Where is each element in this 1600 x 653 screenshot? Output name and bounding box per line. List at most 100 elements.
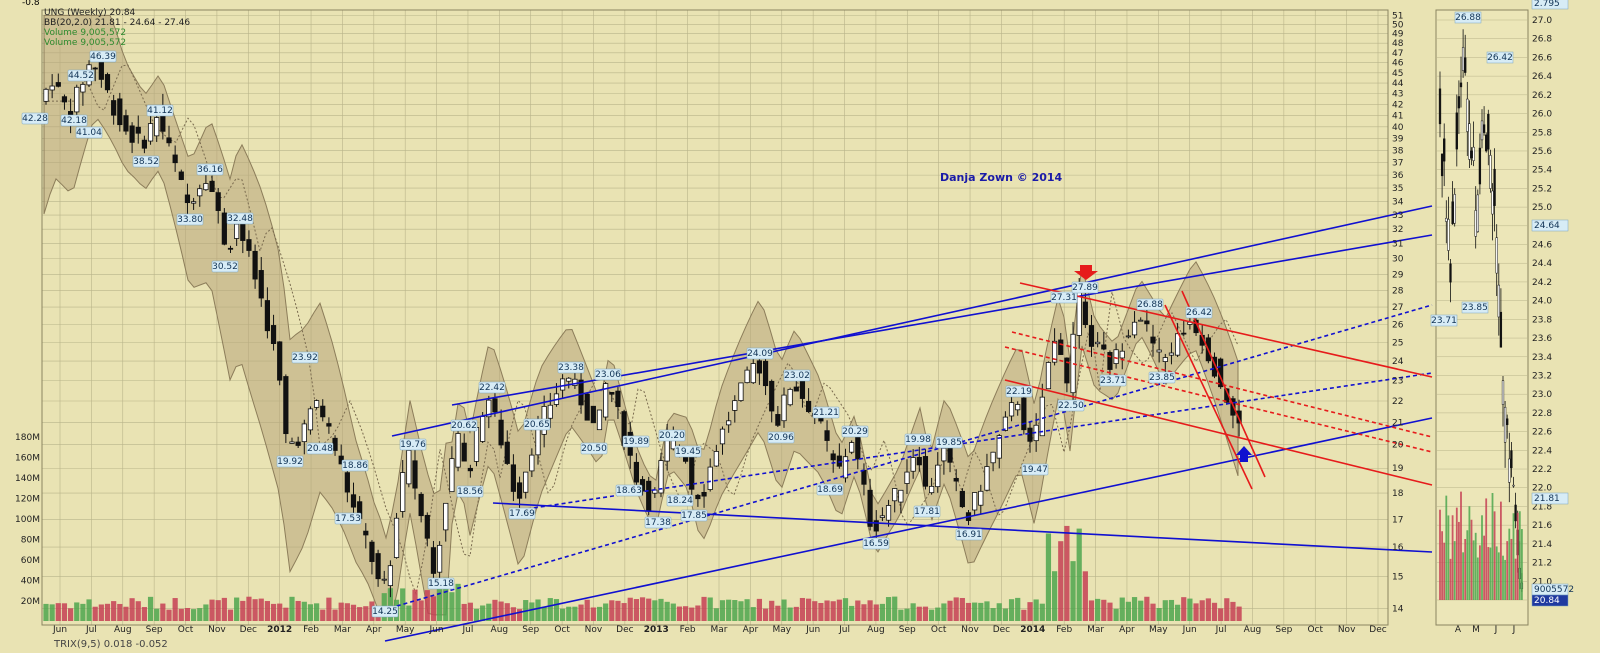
volume-bar: [959, 597, 965, 621]
candle-body: [1113, 349, 1119, 364]
price-label: 22.42: [479, 383, 505, 393]
candle-body: [929, 485, 935, 494]
volume-bar: [86, 599, 92, 621]
y-axis-tick: 21: [1392, 418, 1403, 428]
daily-volume-bar: [1449, 558, 1452, 600]
volume-bar: [147, 596, 154, 621]
volume-bar: [363, 606, 369, 621]
candle-body: [1211, 356, 1218, 377]
daily-volume-bar: [1487, 547, 1490, 600]
x-axis-label: Feb: [680, 625, 696, 635]
price-label: 19.85: [936, 438, 962, 448]
daily-volume-bar: [1445, 495, 1448, 600]
legend-title: UNG (Weekly) 20.84: [44, 8, 136, 18]
candle-body: [313, 400, 320, 408]
volume-bar: [1156, 608, 1162, 621]
candle-body: [750, 363, 756, 384]
candle-body: [49, 85, 55, 91]
daily-candle-body: [1455, 112, 1458, 150]
candle-body: [455, 433, 461, 468]
price-label: 17.69: [509, 509, 535, 519]
candle-body: [117, 98, 123, 126]
volume-bar: [1015, 597, 1021, 621]
daily-volume-bar: [1460, 491, 1462, 600]
y-axis-tick: 17: [1392, 515, 1403, 525]
price-label-box: [1050, 291, 1078, 304]
price-label: 20.29: [842, 427, 868, 437]
candle-body: [473, 427, 480, 462]
volume-bars: [43, 525, 1242, 621]
candle-body: [885, 505, 892, 521]
volume-bar: [1076, 528, 1082, 621]
daily-volume-bar: [1485, 498, 1488, 600]
candle-body: [941, 447, 947, 462]
price-label-box: [291, 351, 319, 364]
volume-bar: [166, 609, 172, 621]
daily-y-tick: 26.2: [1532, 91, 1552, 101]
daily-volume-bar: [1453, 541, 1456, 600]
candle-body: [695, 494, 701, 500]
volume-bar: [978, 602, 984, 621]
candle-body: [510, 464, 517, 492]
volume-bar: [1107, 602, 1113, 621]
price-label-box: [523, 418, 551, 431]
volume-bar: [842, 598, 849, 621]
daily-candle-body: [1506, 418, 1509, 426]
daily-badge: 20.84: [1534, 596, 1560, 606]
daily-volume-bar: [1493, 511, 1496, 600]
candle-body: [74, 86, 80, 113]
daily-y-tick: 23.6: [1532, 334, 1552, 344]
volume-bar: [264, 601, 270, 621]
volume-bar: [1199, 600, 1205, 621]
x-axis-label: Apr: [1119, 625, 1135, 635]
daily-volume-bar: [1464, 538, 1467, 600]
volume-bar: [252, 599, 258, 621]
price-label: 33.80: [177, 215, 203, 225]
volume-bar: [1033, 599, 1039, 621]
y-axis-tick: 45: [1392, 69, 1403, 79]
volume-bar: [498, 601, 504, 621]
volume-bar: [584, 599, 590, 621]
volume-bar: [1211, 602, 1218, 621]
candle-body: [898, 489, 904, 503]
volume-bar: [221, 597, 227, 621]
candle-body: [381, 578, 387, 581]
daily-price-label: 26.42: [1487, 53, 1513, 63]
candle-body: [387, 565, 394, 587]
volume-bar: [929, 609, 935, 621]
candle-body: [916, 456, 922, 466]
volume-bar: [713, 608, 719, 621]
volume-bar: [830, 601, 836, 621]
volume-bar: [824, 600, 830, 621]
volume-axis-tick: 20M: [21, 597, 40, 607]
candle-body: [295, 441, 301, 446]
x-axis-label: Sep: [1275, 625, 1292, 635]
daily-panel: 27.0 26.8 26.6 26.4 26.2 26.0 25.8 25.6 25.4 25.2…: [1430, 0, 1574, 635]
down-arrow-icon: [1074, 265, 1098, 280]
volume-bar: [1181, 597, 1187, 621]
candle-body: [732, 400, 738, 411]
candle-body: [369, 541, 375, 562]
volume-bar: [461, 603, 467, 621]
daily-candle-body: [1489, 155, 1492, 189]
volume-bar: [676, 606, 683, 621]
volume-bar: [400, 588, 406, 621]
volume-bar: [646, 598, 652, 621]
y-axis-tick: 41: [1392, 111, 1403, 121]
volume-bar: [658, 598, 664, 621]
candle-body: [855, 435, 861, 460]
up-arrow-icon: [1236, 446, 1252, 462]
candle-body: [1015, 404, 1021, 411]
price-label-box: [60, 114, 88, 127]
price-label-box: [935, 436, 963, 449]
volume-bar: [793, 606, 799, 621]
price-label-box: [862, 537, 890, 550]
price-label-box: [666, 494, 694, 507]
y-axis-tick: 31: [1392, 240, 1403, 250]
price-label-box: [508, 507, 536, 520]
x-axis-label: Oct: [1307, 625, 1323, 635]
x-axis-label: 2012: [267, 625, 292, 635]
y-axis-tick: 37: [1392, 159, 1403, 169]
daily-y-tick: 22.8: [1532, 409, 1552, 419]
daily-candle-body: [1453, 194, 1456, 224]
